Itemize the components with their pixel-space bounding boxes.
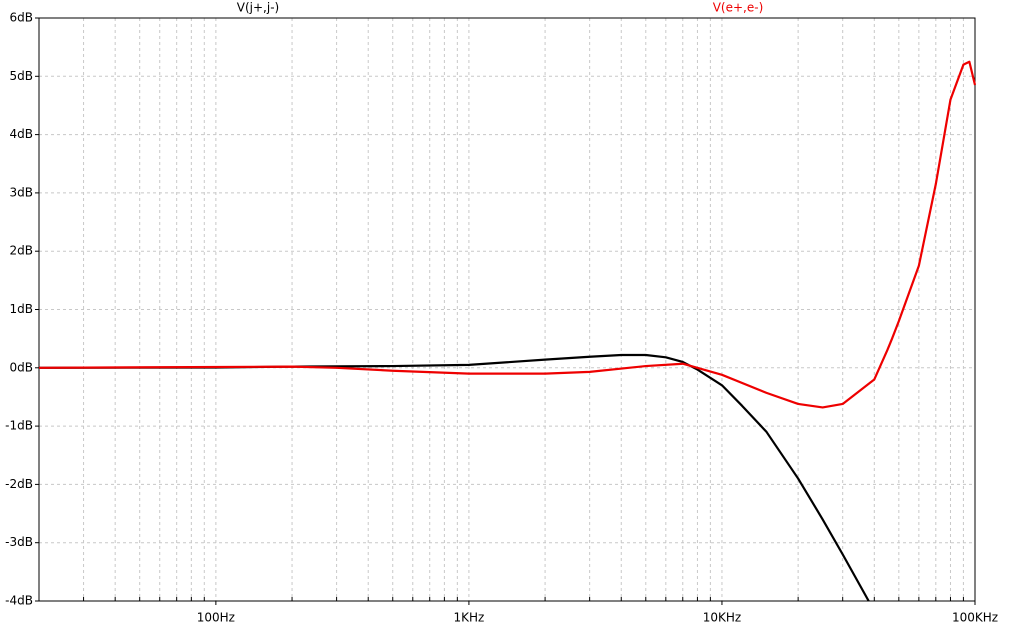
y-tick-label: 5dB (10, 69, 33, 83)
y-tick-label: -3dB (5, 535, 33, 549)
series-line (38, 60, 977, 409)
series-line (38, 353, 870, 602)
y-tick-label: -1dB (5, 419, 33, 433)
y-tick-label: -2dB (5, 477, 33, 491)
plot-frame (38, 17, 976, 602)
y-tick-label: 6dB (10, 11, 33, 25)
y-tick-label: 2dB (10, 244, 33, 258)
y-tick-label: 3dB (10, 185, 33, 199)
x-tick-label: 10KHz (703, 611, 741, 625)
y-tick-label: -4dB (5, 594, 33, 608)
y-tick-label: 0dB (10, 360, 33, 374)
x-tick-label: 100KHz (952, 611, 998, 625)
y-tick-label: 1dB (10, 302, 33, 316)
legend-label: V(j+,j-) (237, 1, 279, 15)
x-tick-label: 100Hz (197, 611, 235, 625)
legend-label: V(e+,e-) (713, 1, 764, 15)
x-tick-label: 1KHz (453, 611, 484, 625)
y-tick-label: 4dB (10, 127, 33, 141)
